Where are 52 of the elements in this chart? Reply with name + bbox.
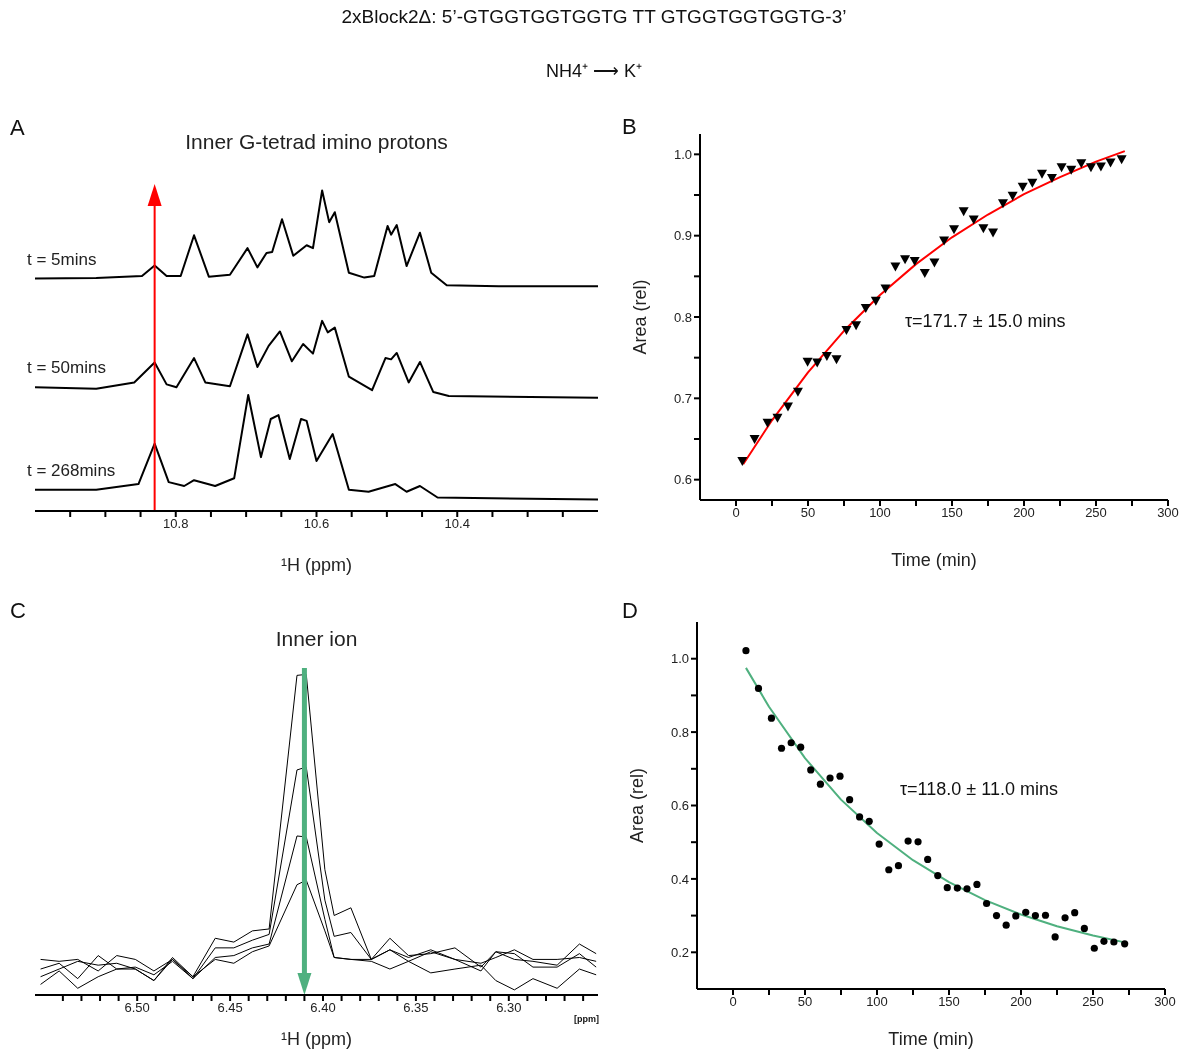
x-tick-label: 10.6	[303, 516, 330, 532]
x-tick-label: 6.35	[403, 1000, 429, 1016]
text: NH4⁺ ⟶ K⁺	[545, 60, 643, 82]
x-tick-label: 6.30	[496, 1000, 522, 1016]
y-tick-label: 0.9	[673, 228, 692, 244]
y-tick-label: 0.6	[670, 798, 689, 814]
x-tick-label: 300	[1157, 505, 1179, 521]
x-tick-label: 6.50	[124, 1000, 150, 1016]
y-tick-label: 0.4	[670, 871, 689, 887]
x-tick-label: 50	[797, 994, 813, 1010]
x-tick-label: 10.4	[444, 516, 470, 532]
annotation: τ=171.7 ± 15.0 mins	[905, 311, 1066, 332]
series-label: t = 268mins	[27, 460, 116, 480]
x-tick-label: 300	[1154, 994, 1176, 1010]
chart-title: Inner ion	[274, 627, 359, 651]
x-tick-label: 250	[1085, 505, 1107, 521]
x-tick-label: 200	[1013, 505, 1035, 521]
y-axis-title: Area (rel)	[630, 279, 651, 355]
y-tick-label: 0.2	[670, 944, 689, 960]
x-tick-label: 200	[1010, 994, 1032, 1010]
annotation: τ=118.0 ± 11.0 mins	[900, 779, 1058, 800]
x-tick-label: 10.8	[163, 516, 189, 532]
x-tick-label: 6.45	[217, 1000, 243, 1016]
y-tick-label: 0.8	[670, 724, 689, 740]
x-axis-title: ¹H (ppm)	[281, 555, 352, 575]
text: A	[10, 115, 25, 141]
text: C	[10, 598, 26, 624]
x-tick-label: 0	[732, 505, 740, 521]
x-tick-label: 100	[869, 505, 891, 521]
series-label: t = 50mins	[27, 358, 106, 378]
y-tick-label: 0.6	[673, 472, 692, 488]
x-tick-label: 0	[729, 994, 737, 1010]
x-tick-label: 150	[941, 505, 963, 521]
y-tick-label: 1.0	[670, 651, 689, 667]
x-tick-label: 6.40	[310, 1000, 336, 1016]
y-axis-title: Area (rel)	[627, 767, 648, 844]
x-axis-title: ¹H (ppm)	[281, 1029, 352, 1049]
y-tick-label: 1.0	[673, 146, 692, 162]
x-axis-title: Time (min)	[888, 1029, 974, 1049]
series-label: t = 5mins	[27, 249, 97, 269]
x-tick-label: 50	[800, 505, 816, 521]
text: [ppm]	[574, 1014, 599, 1024]
x-tick-label: 100	[866, 994, 888, 1010]
x-tick-label: 150	[938, 994, 960, 1010]
text: B	[622, 114, 637, 140]
y-tick-label: 0.7	[673, 390, 692, 406]
text: 2xBlock2Δ: 5’-GTGGTGGTGGTG TT GTGGTGGTGGTG-3’	[340, 6, 848, 28]
chart-title: Inner G-tetrad imino protons	[184, 130, 449, 154]
x-tick-label: 250	[1082, 994, 1104, 1010]
text: D	[622, 598, 638, 624]
y-tick-label: 0.8	[673, 309, 692, 325]
x-axis-title: Time (min)	[891, 550, 977, 570]
